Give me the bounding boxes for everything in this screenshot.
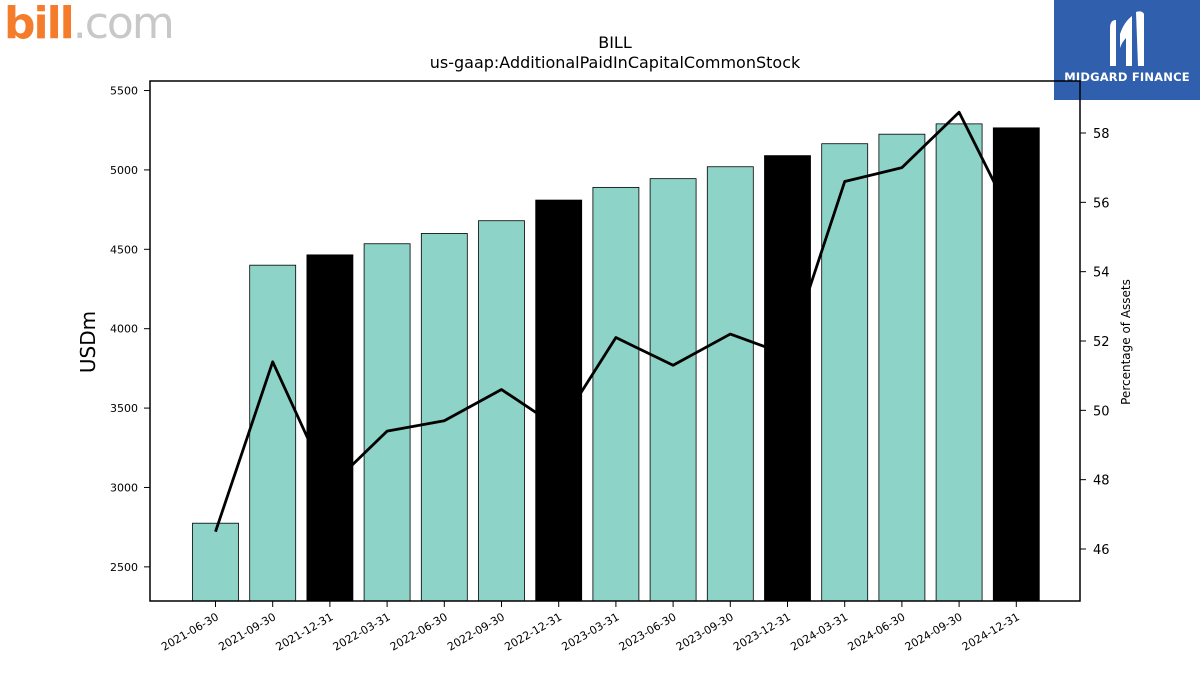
- x-tick-label: 2024-12-31: [960, 610, 1022, 653]
- x-tick-label: 2022-09-30: [445, 610, 507, 653]
- bar-2021-06-30: [192, 522, 239, 602]
- bar-2024-06-30: [878, 133, 926, 602]
- chart-subtitle: us-gaap:AdditionalPaidInCapitalCommonSto…: [430, 53, 801, 72]
- y2-tick-label: 58: [1093, 127, 1110, 142]
- x-tick-label: 2023-12-31: [731, 610, 793, 653]
- bar-2023-03-31: [592, 186, 640, 602]
- x-tick-label: 2022-12-31: [502, 610, 564, 653]
- bar-2023-09-30: [706, 166, 754, 602]
- bar-2024-12-31: [992, 127, 1040, 602]
- y2-axis-label: Percentage of Assets: [1119, 279, 1133, 405]
- bill-logo: bill.com: [4, 0, 175, 49]
- y-tick-label: 5500: [110, 85, 138, 98]
- bar-2023-12-31: [764, 155, 811, 602]
- y2-tick-label: 56: [1093, 196, 1110, 211]
- y2-tick-label: 46: [1093, 543, 1110, 558]
- x-tick-label: 2023-03-31: [560, 610, 622, 653]
- y-tick-label: 4500: [110, 243, 138, 256]
- y2-tick-label: 50: [1093, 404, 1110, 419]
- bar-2022-03-31: [363, 243, 411, 602]
- y-tick-label: 3000: [110, 481, 138, 494]
- midgard-finance-logo: MIDGARD FINANCE: [1054, 0, 1200, 100]
- y2-tick-label: 52: [1093, 335, 1110, 350]
- x-tick-label: 2023-09-30: [674, 610, 736, 653]
- bar-2021-12-31: [306, 254, 354, 602]
- bar-2024-03-31: [821, 143, 869, 602]
- chart-title: BILL: [598, 33, 632, 52]
- plot-area: 2500 3000 3500 4000 4500 5000 5500 46 48 50 52 54 56…: [110, 80, 1110, 654]
- bar-2022-09-30: [478, 220, 525, 602]
- bar-2023-06-30: [649, 178, 697, 602]
- midgard-mark-icon: [1110, 11, 1144, 67]
- bar-2024-09-30: [935, 123, 983, 602]
- y2-tick-label: 48: [1093, 474, 1110, 489]
- y-axis-label: USDm: [76, 311, 100, 373]
- x-tick-label: 2024-09-30: [903, 610, 965, 653]
- x-tick-label: 2022-06-30: [388, 610, 450, 653]
- y-tick-label: 3500: [110, 402, 138, 415]
- y2-tick-label: 54: [1093, 266, 1110, 281]
- y-tick-label: 5000: [110, 164, 138, 177]
- x-tick-label: 2021-09-30: [216, 610, 278, 653]
- bar-2022-12-31: [535, 199, 583, 602]
- x-tick-label: 2021-12-31: [274, 610, 336, 653]
- x-tick-label: 2024-03-31: [788, 610, 850, 653]
- midgard-finance-label: MIDGARD FINANCE: [1064, 70, 1190, 84]
- x-tick-label: 2024-06-30: [846, 610, 908, 653]
- x-tick-label: 2022-03-31: [331, 610, 393, 653]
- bar-2022-06-30: [420, 233, 468, 602]
- y-tick-label: 2500: [110, 561, 138, 574]
- x-tick-label: 2023-06-30: [617, 610, 679, 653]
- bar-2021-09-30: [249, 264, 297, 602]
- y-tick-label: 4000: [110, 323, 138, 336]
- x-tick-label: 2021-06-30: [159, 610, 221, 653]
